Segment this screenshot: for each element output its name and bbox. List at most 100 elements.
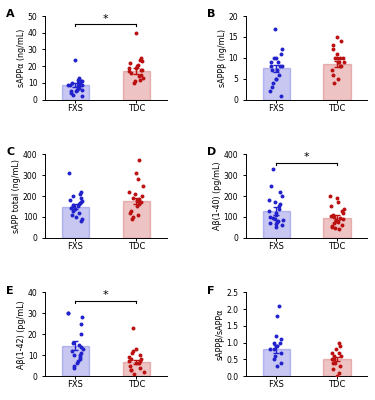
Point [74, 86, 80, 93]
Point [329, 224, 335, 230]
Point [77, 356, 83, 362]
Point [129, 70, 135, 76]
Point [327, 193, 333, 199]
Point [67, 197, 73, 203]
Point [273, 76, 279, 82]
Point [340, 216, 346, 222]
Point [78, 199, 84, 206]
Point [279, 193, 285, 199]
Point [126, 189, 132, 195]
Point [274, 67, 280, 74]
Point [135, 61, 141, 68]
Point [80, 346, 86, 352]
Point [272, 356, 278, 362]
Point [339, 222, 345, 228]
Point [333, 373, 339, 379]
Point [69, 348, 75, 354]
Point [336, 226, 342, 233]
Point [337, 55, 343, 61]
Point [272, 55, 278, 61]
Point [65, 310, 71, 316]
Point [129, 216, 135, 222]
Point [330, 353, 336, 359]
Point [270, 80, 276, 86]
Point [331, 214, 337, 220]
Point [329, 223, 335, 230]
Point [70, 92, 76, 98]
Point [76, 200, 82, 206]
Point [130, 325, 136, 331]
Point [335, 59, 341, 65]
Point [278, 360, 284, 366]
Point [329, 356, 335, 362]
Point [78, 320, 84, 327]
Point [332, 55, 338, 61]
Point [336, 349, 342, 356]
Point [133, 30, 139, 36]
Point [78, 331, 84, 337]
Point [334, 34, 340, 40]
Point [333, 217, 339, 223]
Point [279, 222, 285, 228]
Point [280, 217, 286, 223]
Point [267, 220, 273, 226]
Point [136, 157, 142, 164]
Point [138, 55, 144, 61]
Point [336, 370, 342, 376]
Point [279, 63, 285, 70]
Point [140, 182, 146, 189]
Point [79, 93, 85, 100]
Point [132, 78, 138, 84]
Point [272, 346, 278, 352]
Point [272, 199, 278, 206]
Point [276, 302, 282, 309]
Point [268, 67, 274, 74]
Point [77, 80, 83, 86]
Point [338, 38, 344, 44]
Point [76, 83, 82, 90]
Point [133, 65, 139, 71]
Point [132, 191, 138, 197]
Point [130, 348, 136, 354]
Point [335, 76, 341, 82]
Point [335, 199, 341, 206]
Point [130, 214, 136, 220]
Point [70, 193, 76, 199]
Text: F: F [207, 286, 214, 296]
Text: A: A [6, 9, 15, 19]
Bar [62, 346, 89, 376]
Point [68, 88, 74, 94]
Point [332, 225, 338, 232]
Text: D: D [207, 148, 216, 158]
Point [136, 196, 142, 202]
Point [79, 78, 85, 84]
Point [266, 208, 272, 214]
Point [70, 203, 76, 210]
Y-axis label: Aβ(1-40) (pg/mL): Aβ(1-40) (pg/mL) [213, 162, 222, 230]
Point [134, 203, 140, 210]
Point [338, 353, 344, 359]
Point [68, 90, 74, 96]
Point [70, 339, 76, 346]
Point [127, 210, 133, 216]
Point [79, 314, 85, 320]
Point [134, 63, 140, 70]
Point [339, 208, 345, 214]
Point [126, 354, 132, 360]
Point [74, 360, 80, 367]
Point [266, 197, 272, 203]
Point [133, 346, 139, 352]
Point [76, 210, 82, 216]
Point [79, 82, 85, 88]
Point [135, 176, 141, 182]
Point [332, 360, 338, 366]
Bar [62, 85, 89, 100]
Point [66, 170, 72, 176]
Point [272, 339, 278, 346]
Text: *: * [103, 14, 109, 24]
Point [273, 224, 279, 230]
Point [276, 72, 282, 78]
Point [331, 356, 337, 362]
Point [76, 75, 82, 81]
Point [133, 360, 139, 367]
